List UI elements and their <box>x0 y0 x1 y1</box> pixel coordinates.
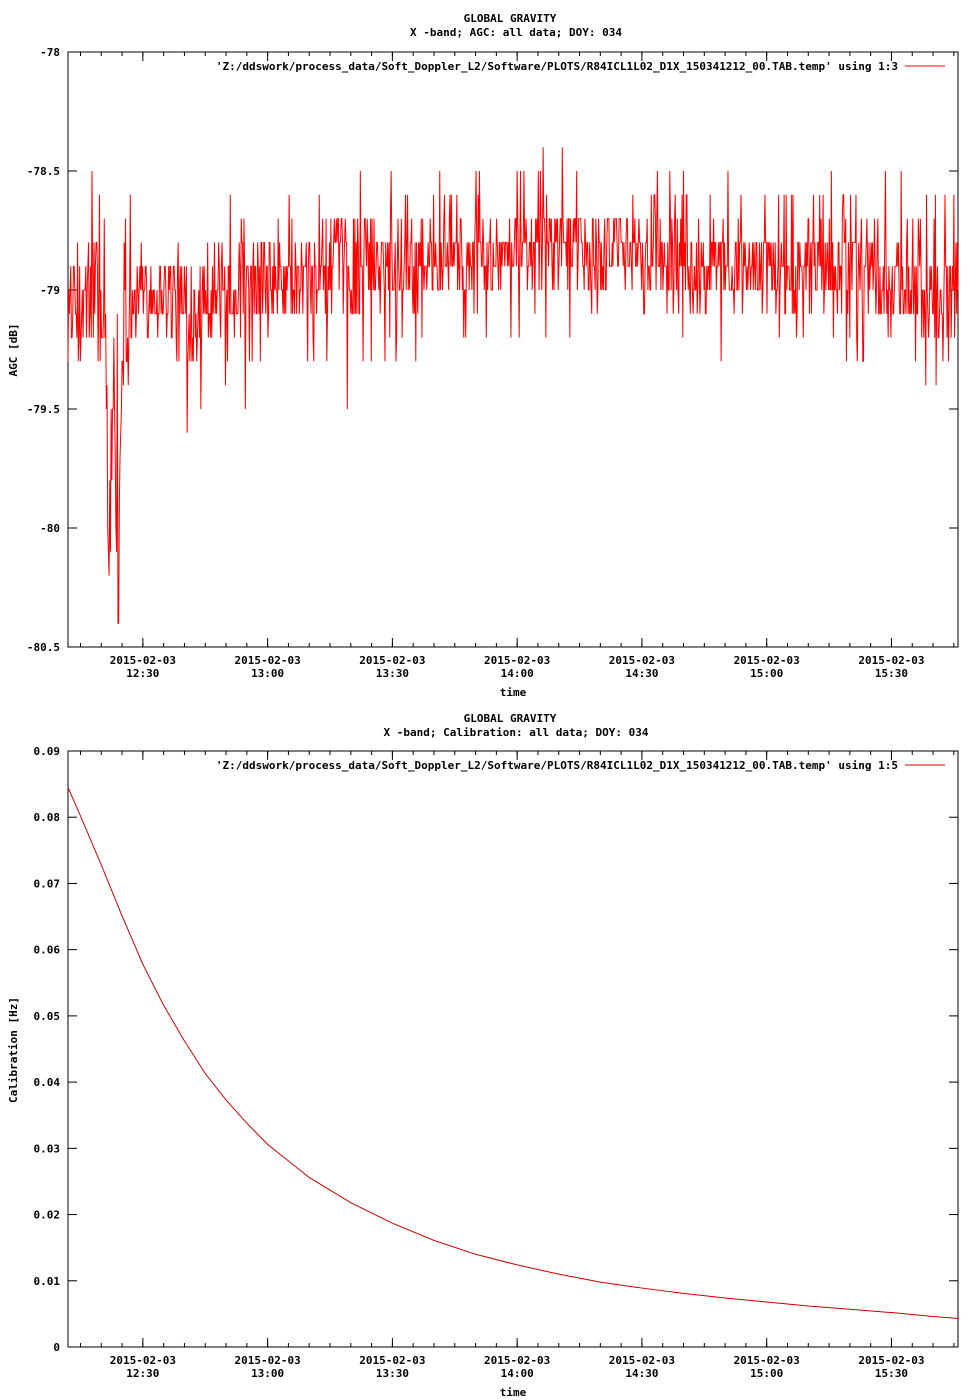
calibration-x-tick-time: 14:00 <box>501 1367 534 1380</box>
calibration-x-tick-time: 12:30 <box>126 1367 159 1380</box>
calibration-y-tick-label: 0.01 <box>34 1275 61 1288</box>
calibration-x-tick-time: 15:30 <box>875 1367 908 1380</box>
calibration-x-tick-date: 2015-02-03 <box>484 1354 550 1367</box>
calibration-x-tick-time: 15:00 <box>750 1367 783 1380</box>
agc-legend: 'Z:/ddswork/process_data/Soft_Doppler_L2… <box>216 60 945 73</box>
agc-y-axis-label: AGC [dB] <box>7 324 20 377</box>
agc-x-tick-date: 2015-02-03 <box>484 654 550 667</box>
calibration-plot-frame <box>67 750 959 1348</box>
calibration-y-tick-label: 0.09 <box>34 745 61 758</box>
agc-y-tick-label: -78.5 <box>27 165 60 178</box>
calibration-x-tick-time: 14:30 <box>625 1367 658 1380</box>
agc-x-tick-time: 13:00 <box>251 667 284 680</box>
calibration-y-tick-label: 0.03 <box>34 1142 61 1155</box>
calibration-y-tick-label: 0.07 <box>34 877 61 890</box>
agc-chart: GLOBAL GRAVITY X -band; AGC: all data; D… <box>7 12 959 699</box>
agc-chart-subtitle: X -band; AGC: all data; DOY: 034 <box>410 26 622 39</box>
calibration-chart: GLOBAL GRAVITY X -band; Calibration: all… <box>7 712 959 1399</box>
calibration-ticks <box>68 750 958 1348</box>
calibration-series-line <box>67 787 959 1320</box>
agc-x-tick-date: 2015-02-03 <box>609 654 675 667</box>
agc-x-tick-labels: 2015-02-0312:302015-02-0313:002015-02-03… <box>110 654 925 680</box>
agc-x-tick-time: 14:30 <box>625 667 658 680</box>
agc-y-tick-label: -80.5 <box>27 641 60 654</box>
calibration-y-tick-label: 0.04 <box>34 1076 61 1089</box>
calibration-y-tick-label: 0.08 <box>34 811 61 824</box>
calibration-y-axis-label: Calibration [Hz] <box>7 997 20 1103</box>
agc-x-tick-date: 2015-02-03 <box>110 654 176 667</box>
agc-ticks <box>68 51 958 648</box>
agc-x-tick-date: 2015-02-03 <box>359 654 425 667</box>
agc-x-tick-time: 13:30 <box>376 667 409 680</box>
agc-x-tick-time: 12:30 <box>126 667 159 680</box>
agc-x-tick-time: 14:00 <box>501 667 534 680</box>
calibration-legend-label: 'Z:/ddswork/process_data/Soft_Doppler_L2… <box>216 759 898 772</box>
agc-y-tick-label: -79.5 <box>27 403 60 416</box>
agc-x-tick-time: 15:30 <box>875 667 908 680</box>
calibration-x-axis-label: time <box>500 1386 527 1399</box>
calibration-x-tick-date: 2015-02-03 <box>858 1354 924 1367</box>
agc-x-tick-date: 2015-02-03 <box>235 654 301 667</box>
calibration-y-tick-labels: 0 0.01 0.02 0.03 0.04 0.05 0.06 0.07 0.08 0.09 <box>34 745 61 1354</box>
calibration-x-tick-labels: 2015-02-0312:302015-02-0313:002015-02-03… <box>110 1354 925 1380</box>
calibration-y-tick-label: 0 <box>53 1341 60 1354</box>
agc-y-tick-label: -79 <box>40 284 60 297</box>
agc-x-tick-date: 2015-02-03 <box>858 654 924 667</box>
calibration-y-tick-label: 0.06 <box>34 944 61 957</box>
agc-x-axis-label: time <box>500 686 527 699</box>
agc-chart-title: GLOBAL GRAVITY <box>464 12 557 25</box>
calibration-series-group <box>67 787 959 1320</box>
calibration-legend: 'Z:/ddswork/process_data/Soft_Doppler_L2… <box>216 759 945 772</box>
agc-y-tick-label: -78 <box>40 46 60 59</box>
agc-y-tick-labels: -78 -78.5 -79 -79.5 -80 -80.5 <box>27 46 60 654</box>
calibration-chart-subtitle: X -band; Calibration: all data; DOY: 034 <box>384 726 649 739</box>
agc-legend-label: 'Z:/ddswork/process_data/Soft_Doppler_L2… <box>216 60 898 73</box>
calibration-x-tick-date: 2015-02-03 <box>734 1354 800 1367</box>
calibration-x-tick-date: 2015-02-03 <box>110 1354 176 1367</box>
calibration-x-tick-time: 13:30 <box>376 1367 409 1380</box>
calibration-y-tick-label: 0.05 <box>34 1010 61 1023</box>
calibration-x-tick-date: 2015-02-03 <box>609 1354 675 1367</box>
calibration-y-tick-label: 0.02 <box>34 1209 61 1222</box>
calibration-x-tick-date: 2015-02-03 <box>235 1354 301 1367</box>
agc-series-group <box>67 147 959 624</box>
agc-y-tick-label: -80 <box>40 522 60 535</box>
agc-series-line <box>67 147 959 624</box>
calibration-x-tick-date: 2015-02-03 <box>359 1354 425 1367</box>
calibration-x-tick-time: 13:00 <box>251 1367 284 1380</box>
calibration-chart-title: GLOBAL GRAVITY <box>464 712 557 725</box>
agc-x-tick-date: 2015-02-03 <box>734 654 800 667</box>
agc-x-tick-time: 15:00 <box>750 667 783 680</box>
